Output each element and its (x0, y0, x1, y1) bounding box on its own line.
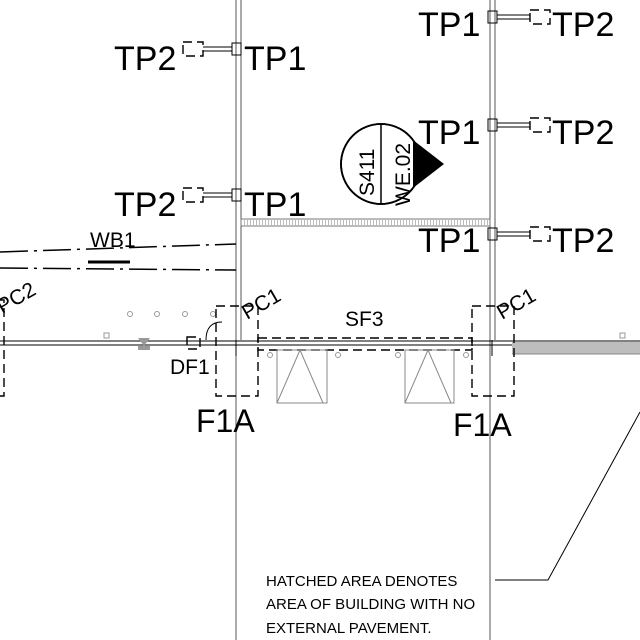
tp-marker-left-mid (182, 187, 242, 203)
strip-footing-label: SF3 (345, 308, 384, 331)
column-label-left: PC1 (238, 284, 285, 324)
section-marker (340, 123, 444, 205)
note-line-2: AREA OF BUILDING WITH NO (266, 596, 475, 613)
main-gridline (0, 340, 640, 355)
tp-label-right-top-outer: TP2 (552, 6, 614, 44)
tp-label-left-top-inner: TP1 (244, 40, 306, 78)
beam-label: WB1 (90, 229, 136, 252)
grid-bubble-marker (138, 338, 150, 350)
gridline-dots (103, 311, 626, 358)
drainage-label: DF1 (170, 356, 210, 379)
section-ref-number: WE.02 (392, 143, 415, 206)
pad-shapes (276, 348, 455, 404)
column-label-right: PC1 (493, 284, 540, 324)
tp-marker-left-top (182, 41, 242, 57)
column-footing-left (205, 305, 259, 397)
note-line-3: EXTERNAL PAVEMENT. (266, 620, 432, 637)
footing-label-left: F1A (196, 403, 255, 439)
drainage-fitting (186, 336, 201, 350)
tp-label-left-top-outer: TP2 (114, 40, 176, 78)
tp-label-right-top-inner: TP1 (418, 6, 480, 44)
tp-marker-right-low (487, 226, 551, 242)
note-leader (495, 411, 640, 581)
note-line-1: HATCHED AREA DENOTES (266, 573, 457, 590)
beam-wb1 (0, 243, 237, 271)
tp-label-right-mid-outer: TP2 (552, 114, 614, 152)
wall-lines (235, 0, 496, 640)
tp-label-left-mid-outer: TP2 (114, 186, 176, 224)
tp-label-right-mid-inner: TP1 (418, 114, 480, 152)
strip-footing-sf3 (257, 337, 473, 351)
column-label-edge: PC2 (0, 278, 40, 318)
tp-marker-right-mid (487, 117, 551, 133)
tp-label-right-low-inner: TP1 (418, 222, 480, 260)
tp-label-left-mid-inner: TP1 (244, 186, 306, 224)
tp-label-right-low-outer: TP2 (552, 222, 614, 260)
footing-label-right: F1A (453, 407, 512, 443)
section-sheet-number: S411 (356, 149, 379, 197)
tp-marker-right-top (487, 9, 551, 25)
column-footing-right (471, 305, 515, 397)
